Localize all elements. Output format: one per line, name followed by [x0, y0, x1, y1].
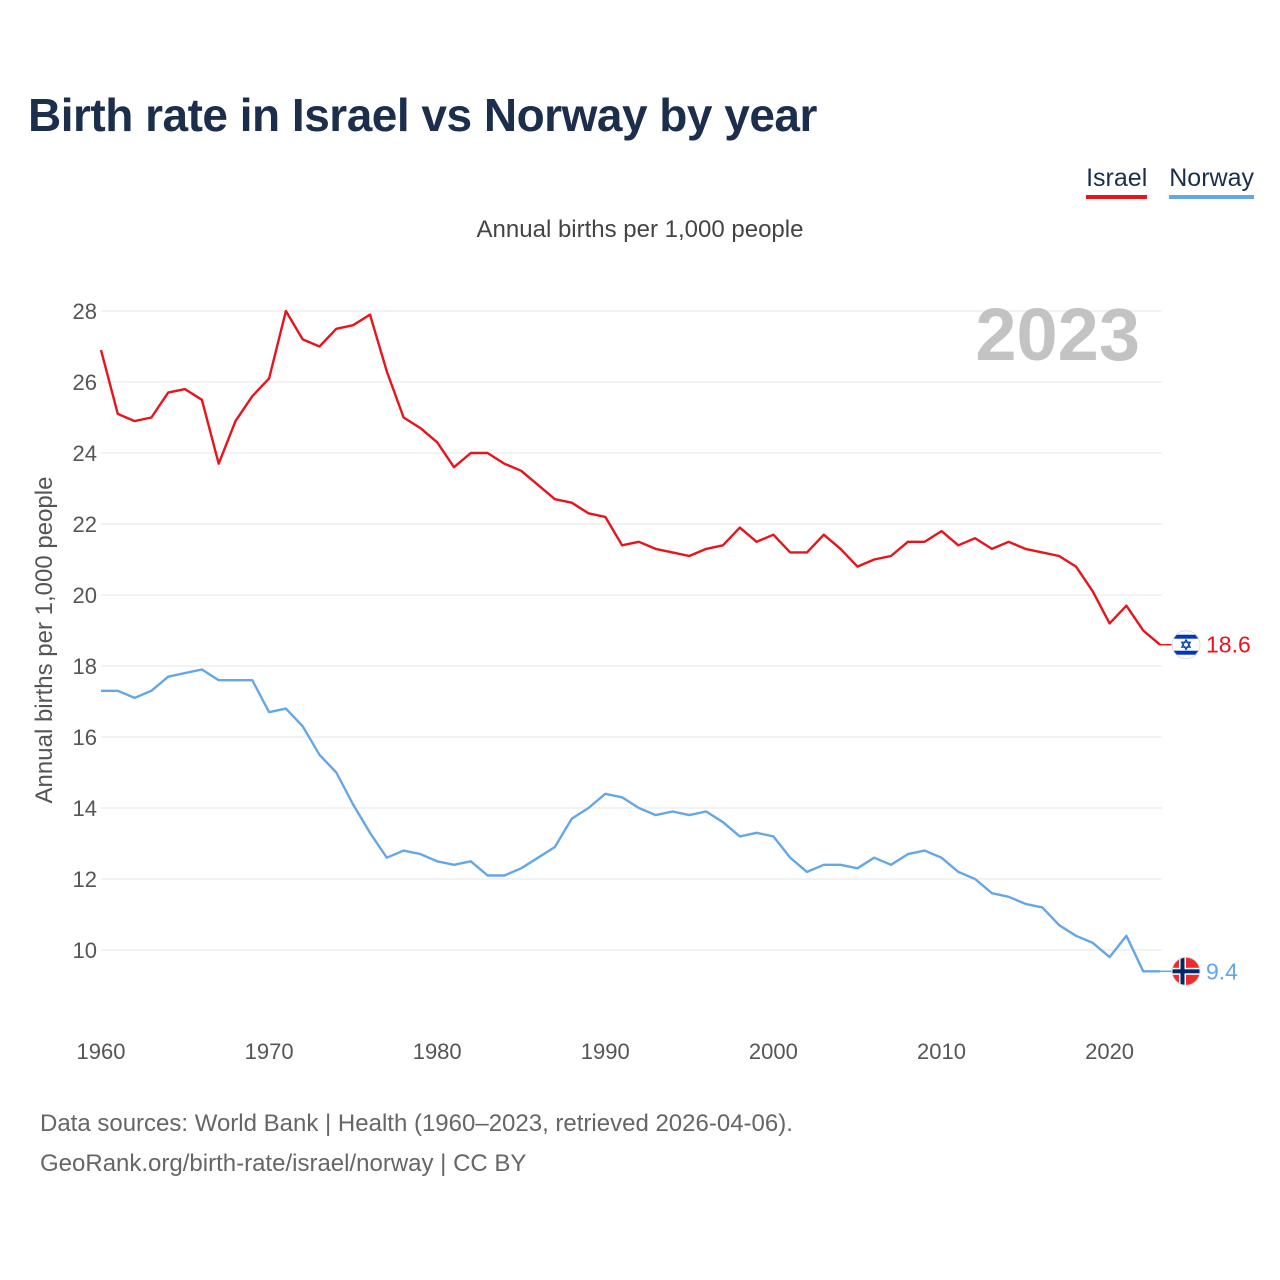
x-tick-label: 2000	[749, 1039, 798, 1064]
series-line-norway	[101, 668, 1160, 973]
y-axis-ticks: 10 12 14 16 18 20 22 24 26 28	[73, 299, 97, 963]
series-lines	[99, 309, 1161, 973]
x-tick-label: 2010	[917, 1039, 966, 1064]
y-tick-label: 24	[73, 441, 97, 466]
chart-subtitle: Annual births per 1,000 people	[476, 216, 804, 243]
y-tick-label: 16	[73, 725, 97, 750]
legend: Israel Norway	[1086, 164, 1254, 199]
norway-flag-icon	[1171, 956, 1201, 986]
israel-flag-icon	[1171, 630, 1201, 660]
year-watermark: 2023	[975, 293, 1140, 376]
y-tick-label: 20	[73, 583, 97, 608]
x-tick-label: 1980	[413, 1039, 462, 1064]
series-line-israel	[99, 309, 1161, 646]
footer-url[interactable]: GeoRank.org/birth-rate/israel/norway | C…	[40, 1150, 527, 1177]
x-tick-label: 2020	[1085, 1039, 1134, 1064]
y-tick-label: 22	[73, 512, 97, 537]
end-value-label-israel: 18.6	[1206, 632, 1251, 658]
y-tick-label: 10	[73, 938, 97, 963]
grid-lines	[101, 310, 1162, 951]
y-tick-label: 28	[73, 299, 97, 324]
y-tick-label: 26	[73, 370, 97, 395]
legend-item-israel[interactable]: Israel	[1086, 164, 1148, 199]
chart-title: Birth rate in Israel vs Norway by year	[28, 89, 817, 141]
y-tick-label: 12	[73, 867, 97, 892]
legend-item-norway[interactable]: Norway	[1169, 164, 1254, 199]
footer-source: Data sources: World Bank | Health (1960–…	[40, 1110, 793, 1137]
end-markers: 18.6 9.4	[1160, 630, 1251, 986]
y-axis-label: Annual births per 1,000 people	[31, 477, 58, 804]
footer: Data sources: World Bank | Health (1960–…	[40, 1104, 793, 1184]
y-tick-label: 18	[73, 654, 97, 679]
y-tick-label: 14	[73, 796, 97, 821]
x-axis-ticks: 1960 1970 1980 1990 2000 2010 2020	[77, 1039, 1135, 1064]
line-chart: 10 12 14 16 18 20 22 24 26 28 1960 1970 1980 1990 200…	[31, 293, 1251, 1064]
x-tick-label: 1970	[245, 1039, 294, 1064]
x-tick-label: 1990	[581, 1039, 630, 1064]
x-tick-label: 1960	[77, 1039, 126, 1064]
end-value-label-norway: 9.4	[1206, 958, 1238, 984]
